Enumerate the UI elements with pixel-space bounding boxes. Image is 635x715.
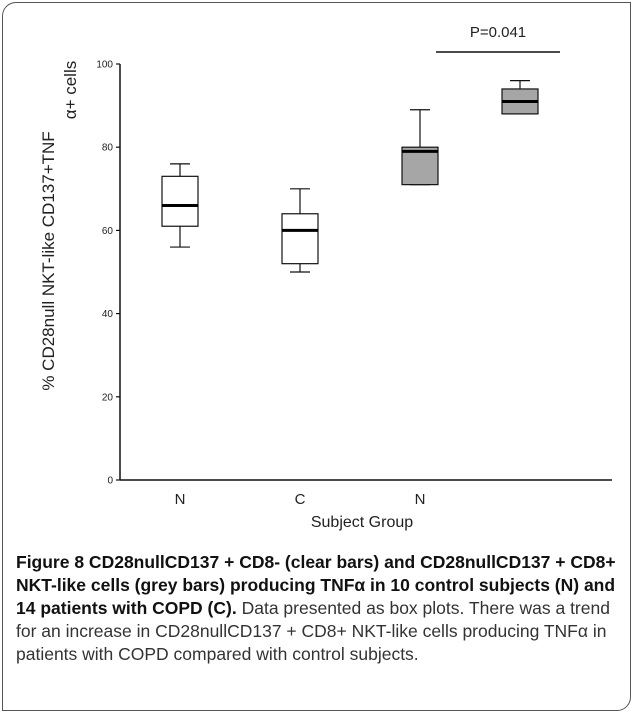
box-plot-group [401, 109, 439, 186]
box-plot-chart: 0 20 40 60 80 100 N C N P=0.041 α+ cells % CD28… [39, 24, 612, 531]
y-tick-label: 60 [102, 226, 114, 237]
y-axis-label-line1: α+ cells [61, 61, 80, 120]
y-tick-label: 40 [102, 309, 114, 320]
y-tick-label: 80 [102, 143, 114, 154]
x-tick-label: N [175, 491, 186, 508]
x-tick-label: N [415, 491, 426, 508]
p-value-annotation: P=0.041 [436, 24, 560, 53]
box-plot-group [281, 188, 319, 273]
y-tick-label: 20 [102, 392, 114, 403]
iqr-box [161, 175, 199, 227]
y-tick-label: 100 [96, 60, 113, 71]
iqr-box [281, 213, 319, 265]
box-plot-series [161, 80, 539, 273]
y-axis-ticks: 0 20 40 60 80 100 [96, 60, 120, 487]
x-axis-label: Subject Group [311, 514, 413, 531]
x-tick-label: C [295, 491, 306, 508]
box-plot-group [501, 80, 539, 115]
y-tick-label: 0 [107, 476, 113, 487]
caption-body: Data presented as box plots. There was a… [16, 598, 610, 664]
y-axis-label-line2: % CD28null NKT-like CD137+TNF [39, 131, 58, 390]
p-value-label: P=0.041 [470, 24, 526, 41]
iqr-box [401, 146, 439, 186]
figure-caption: Figure 8 CD28nullCD137 + CD8- (clear bar… [16, 551, 616, 666]
caption-heading: Figure 8 CD28nullCD137 + CD8- (clear bar… [16, 552, 616, 618]
box-plot-group [161, 163, 199, 248]
